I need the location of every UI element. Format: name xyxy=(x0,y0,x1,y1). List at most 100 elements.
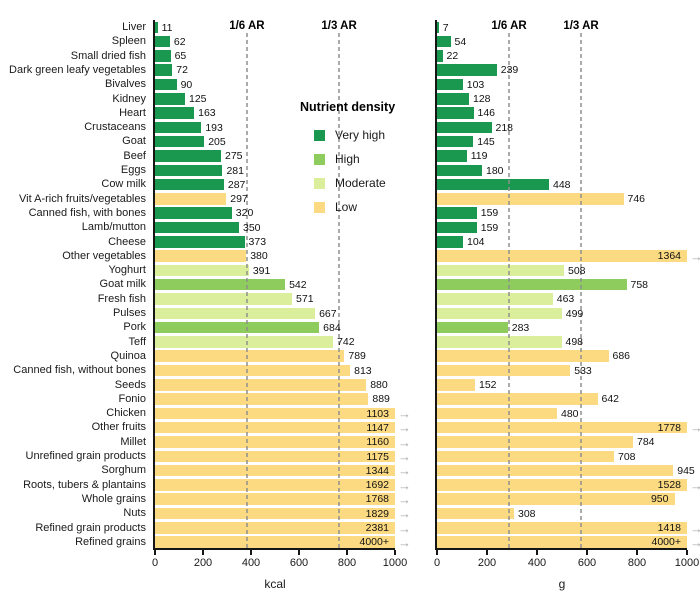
value-label: 667 xyxy=(319,307,337,320)
value-label: 72 xyxy=(176,64,188,77)
bar-g-refined-grain-products xyxy=(437,522,687,534)
value-label: 1528 xyxy=(657,479,681,492)
value-label: 533 xyxy=(574,364,592,377)
x-axis-tick xyxy=(298,550,300,555)
x-axis-line xyxy=(153,548,395,550)
value-label: 746 xyxy=(627,193,646,206)
bar-kcal-pulses xyxy=(155,307,316,319)
overflow-arrow-icon: → xyxy=(398,491,411,507)
bar-g-roots-tubers-plantains xyxy=(437,479,687,491)
legend-item-label: High xyxy=(335,152,360,166)
category-label: Eggs xyxy=(120,164,146,176)
value-label: 1175 xyxy=(366,450,389,463)
value-label: 4000+ xyxy=(359,536,390,549)
bar-g-refined-grains xyxy=(437,536,687,548)
legend-swatch-icon xyxy=(314,201,325,213)
bar-kcal-canned-fish-without-bones xyxy=(155,364,351,377)
value-label: 571 xyxy=(296,293,314,306)
bar-kcal-teff xyxy=(155,336,334,348)
legend-title: Nutrient density xyxy=(300,100,396,114)
bar-kcal-whole-grains xyxy=(155,493,395,505)
value-label: 542 xyxy=(289,278,307,291)
value-label: 708 xyxy=(618,450,636,463)
x-axis-tick-label: 1000 xyxy=(382,557,408,569)
category-label: Refined grain products xyxy=(35,521,146,534)
legend-items: Very high High Moderate Low xyxy=(300,123,395,219)
x-axis-tick xyxy=(154,550,156,555)
category-label: Other fruits xyxy=(91,421,146,434)
bar-g-cheese xyxy=(437,236,463,248)
value-label: 880 xyxy=(370,379,388,391)
bar-g-chicken xyxy=(437,407,557,420)
value-label: 498 xyxy=(565,336,584,349)
x-axis-title: g xyxy=(558,577,566,591)
value-label: 205 xyxy=(208,135,226,148)
bar-kcal-bivalves xyxy=(155,78,177,91)
category-label: Liver xyxy=(122,21,146,33)
bar-kcal-other-fruits xyxy=(155,421,395,434)
x-axis-tick-label: 400 xyxy=(241,557,261,569)
bar-kcal-fresh-fish xyxy=(155,293,293,305)
bar-kcal-cow-milk xyxy=(155,178,224,191)
bar-kcal-goat-milk xyxy=(155,278,286,291)
bar-g-whole-grains xyxy=(437,493,675,505)
reference-line-label: 1/6 AR xyxy=(227,20,267,32)
x-axis-tick xyxy=(686,550,688,555)
category-label: Crustaceans xyxy=(84,121,146,134)
x-axis-tick-label: 800 xyxy=(627,557,647,569)
value-label: 125 xyxy=(189,93,207,105)
value-label: 813 xyxy=(354,364,372,377)
bar-kcal-canned-fish-with-bones xyxy=(155,207,232,219)
x-axis-tick-label: 0 xyxy=(433,557,441,569)
bar-g-goat xyxy=(437,135,474,148)
value-label: 499 xyxy=(565,307,584,320)
value-label: 103 xyxy=(466,78,485,91)
value-label: 380 xyxy=(250,250,268,263)
category-label: Bivalves xyxy=(105,78,146,91)
value-label: 239 xyxy=(500,64,519,77)
y-axis-line xyxy=(435,20,437,550)
value-label: 146 xyxy=(477,107,496,120)
value-label: 684 xyxy=(323,321,341,334)
category-label: Pulses xyxy=(112,307,146,319)
value-label: 508 xyxy=(568,264,586,277)
bar-g-seeds xyxy=(437,379,475,391)
value-label: 281 xyxy=(226,164,244,177)
value-label: 1160 xyxy=(366,436,389,449)
overflow-arrow-icon: → xyxy=(398,434,411,450)
x-axis-tick-label: 1000 xyxy=(674,557,700,569)
category-label: Beef xyxy=(123,149,146,162)
bar-g-bivalves xyxy=(437,78,463,91)
value-label: 159 xyxy=(480,207,499,220)
category-label: Millet xyxy=(120,435,146,448)
legend-item-label: Moderate xyxy=(335,176,386,190)
x-axis-tick-label: 600 xyxy=(577,557,597,569)
value-label: 1364 xyxy=(657,250,681,263)
value-label: 2381 xyxy=(365,522,389,534)
value-label: 275 xyxy=(225,150,243,163)
category-label: Lamb/mutton xyxy=(81,221,146,234)
value-label: 4000+ xyxy=(651,536,682,549)
bar-kcal-roots-tubers-plantains xyxy=(155,479,395,491)
bar-g-dark-green-leafy-vegetables xyxy=(437,64,497,76)
bar-g-sorghum xyxy=(437,464,674,477)
category-label: Teff xyxy=(128,335,146,348)
legend-item-moderate: Moderate xyxy=(300,171,395,195)
bar-g-quinoa xyxy=(437,350,609,362)
x-axis-tick xyxy=(394,550,396,555)
overflow-arrow-icon: → xyxy=(690,477,700,493)
value-label: 350 xyxy=(243,221,261,234)
bar-kcal-liver xyxy=(155,21,158,33)
category-label: Chicken xyxy=(106,407,146,420)
overflow-arrow-icon: → xyxy=(690,534,700,550)
reference-line-label: 1/6 AR xyxy=(489,20,529,32)
bar-kcal-pork xyxy=(155,321,320,334)
reference-line xyxy=(246,33,248,548)
category-label: Sorghum xyxy=(101,464,146,477)
x-axis-tick xyxy=(202,550,204,555)
x-axis-line xyxy=(435,548,687,550)
legend-swatch-icon xyxy=(314,129,325,141)
overflow-arrow-icon: → xyxy=(398,449,411,464)
overflow-arrow-icon: → xyxy=(398,477,411,493)
category-label: Kidney xyxy=(112,92,146,105)
